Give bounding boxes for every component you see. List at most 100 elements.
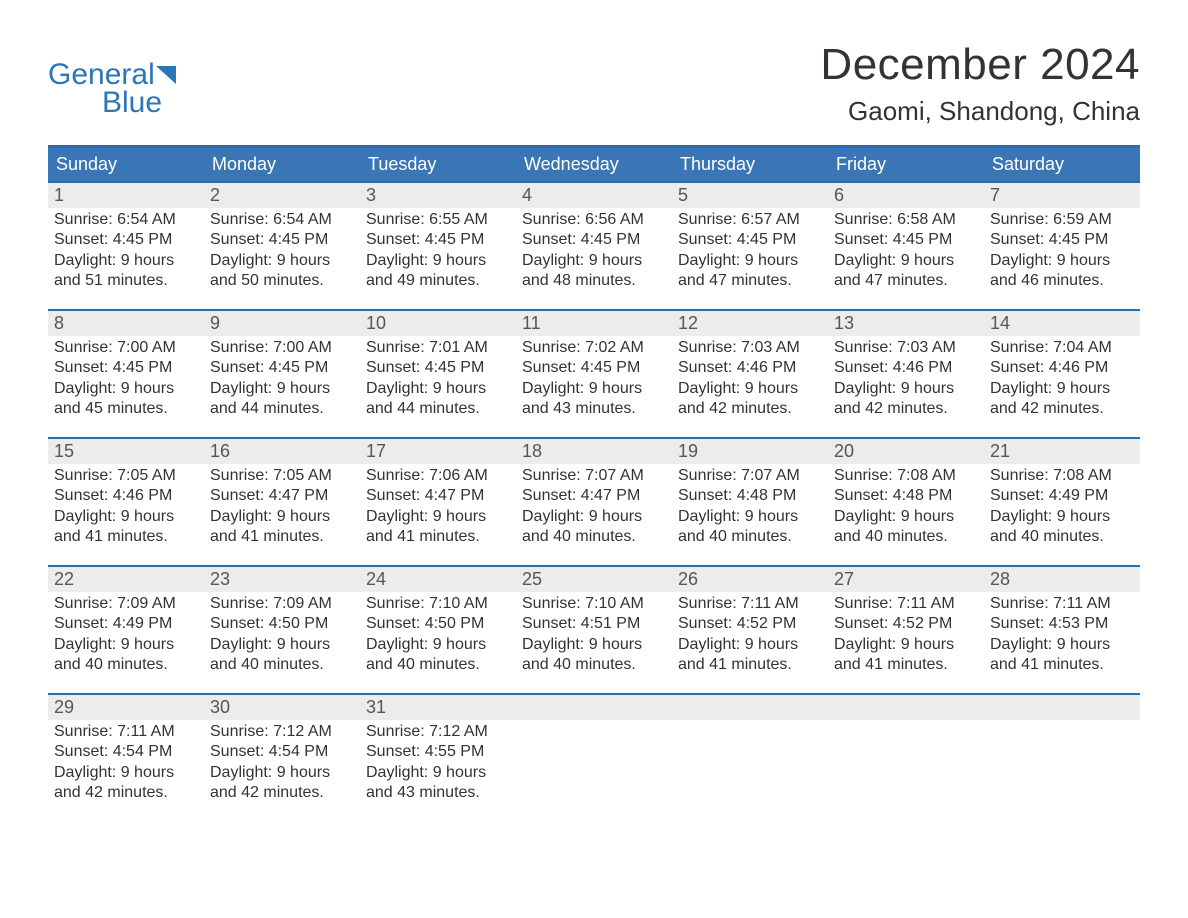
day-details: Sunrise: 7:02 AMSunset: 4:45 PMDaylight:… [516, 336, 672, 424]
brand-logo: General Blue [48, 40, 208, 118]
day-number: 6 [828, 183, 984, 208]
sunset-line: Sunset: 4:45 PM [366, 230, 510, 250]
calendar-day-cell: 31Sunrise: 7:12 AMSunset: 4:55 PMDayligh… [360, 695, 516, 813]
calendar-header-cell: Sunday [48, 148, 204, 181]
daylight-line-1: Daylight: 9 hours [834, 635, 978, 655]
daylight-line-1: Daylight: 9 hours [834, 507, 978, 527]
day-details: Sunrise: 6:54 AMSunset: 4:45 PMDaylight:… [48, 208, 204, 296]
sunrise-line: Sunrise: 7:08 AM [834, 466, 978, 486]
calendar-day-cell: 23Sunrise: 7:09 AMSunset: 4:50 PMDayligh… [204, 567, 360, 685]
daylight-line-1: Daylight: 9 hours [210, 635, 354, 655]
sunrise-line: Sunrise: 7:03 AM [678, 338, 822, 358]
day-number [828, 695, 984, 720]
daylight-line-1: Daylight: 9 hours [990, 379, 1134, 399]
sunset-line: Sunset: 4:54 PM [210, 742, 354, 762]
day-details: Sunrise: 7:00 AMSunset: 4:45 PMDaylight:… [48, 336, 204, 424]
calendar-week-row: 1Sunrise: 6:54 AMSunset: 4:45 PMDaylight… [48, 181, 1140, 301]
day-details: Sunrise: 7:00 AMSunset: 4:45 PMDaylight:… [204, 336, 360, 424]
calendar-day-cell [828, 695, 984, 813]
sunset-line: Sunset: 4:45 PM [834, 230, 978, 250]
daylight-line-1: Daylight: 9 hours [210, 379, 354, 399]
daylight-line-1: Daylight: 9 hours [54, 763, 198, 783]
day-number: 17 [360, 439, 516, 464]
sunrise-line: Sunrise: 6:54 AM [210, 210, 354, 230]
daylight-line-2: and 47 minutes. [678, 271, 822, 291]
sunset-line: Sunset: 4:45 PM [366, 358, 510, 378]
day-details: Sunrise: 6:57 AMSunset: 4:45 PMDaylight:… [672, 208, 828, 296]
day-number: 16 [204, 439, 360, 464]
calendar-day-cell: 30Sunrise: 7:12 AMSunset: 4:54 PMDayligh… [204, 695, 360, 813]
sunrise-line: Sunrise: 7:07 AM [522, 466, 666, 486]
top-bar: General Blue December 2024 Gaomi, Shando… [48, 40, 1140, 127]
daylight-line-2: and 44 minutes. [366, 399, 510, 419]
daylight-line-2: and 43 minutes. [522, 399, 666, 419]
day-number: 12 [672, 311, 828, 336]
calendar-day-cell: 16Sunrise: 7:05 AMSunset: 4:47 PMDayligh… [204, 439, 360, 557]
day-number: 7 [984, 183, 1140, 208]
sunset-line: Sunset: 4:45 PM [54, 358, 198, 378]
daylight-line-1: Daylight: 9 hours [522, 635, 666, 655]
day-details: Sunrise: 7:10 AMSunset: 4:50 PMDaylight:… [360, 592, 516, 680]
calendar-day-cell: 12Sunrise: 7:03 AMSunset: 4:46 PMDayligh… [672, 311, 828, 429]
generalblue-logo-icon: General Blue [48, 58, 208, 118]
daylight-line-1: Daylight: 9 hours [210, 507, 354, 527]
daylight-line-2: and 40 minutes. [54, 655, 198, 675]
day-details: Sunrise: 6:56 AMSunset: 4:45 PMDaylight:… [516, 208, 672, 296]
calendar-day-cell: 21Sunrise: 7:08 AMSunset: 4:49 PMDayligh… [984, 439, 1140, 557]
sunset-line: Sunset: 4:50 PM [366, 614, 510, 634]
day-number: 28 [984, 567, 1140, 592]
day-details: Sunrise: 7:04 AMSunset: 4:46 PMDaylight:… [984, 336, 1140, 424]
daylight-line-1: Daylight: 9 hours [366, 635, 510, 655]
daylight-line-1: Daylight: 9 hours [366, 507, 510, 527]
day-number: 13 [828, 311, 984, 336]
sunset-line: Sunset: 4:54 PM [54, 742, 198, 762]
day-details: Sunrise: 6:59 AMSunset: 4:45 PMDaylight:… [984, 208, 1140, 296]
daylight-line-1: Daylight: 9 hours [54, 251, 198, 271]
daylight-line-1: Daylight: 9 hours [522, 251, 666, 271]
day-details: Sunrise: 7:05 AMSunset: 4:47 PMDaylight:… [204, 464, 360, 552]
day-details: Sunrise: 7:01 AMSunset: 4:45 PMDaylight:… [360, 336, 516, 424]
calendar-day-cell: 20Sunrise: 7:08 AMSunset: 4:48 PMDayligh… [828, 439, 984, 557]
calendar-day-cell: 4Sunrise: 6:56 AMSunset: 4:45 PMDaylight… [516, 183, 672, 301]
calendar-day-cell: 8Sunrise: 7:00 AMSunset: 4:45 PMDaylight… [48, 311, 204, 429]
calendar-day-cell: 13Sunrise: 7:03 AMSunset: 4:46 PMDayligh… [828, 311, 984, 429]
daylight-line-2: and 42 minutes. [678, 399, 822, 419]
sunrise-line: Sunrise: 7:11 AM [834, 594, 978, 614]
daylight-line-1: Daylight: 9 hours [990, 507, 1134, 527]
sunrise-line: Sunrise: 7:02 AM [522, 338, 666, 358]
calendar-week-row: 29Sunrise: 7:11 AMSunset: 4:54 PMDayligh… [48, 693, 1140, 813]
calendar-header-cell: Friday [828, 148, 984, 181]
day-number: 19 [672, 439, 828, 464]
day-details: Sunrise: 7:09 AMSunset: 4:50 PMDaylight:… [204, 592, 360, 680]
calendar-day-cell: 3Sunrise: 6:55 AMSunset: 4:45 PMDaylight… [360, 183, 516, 301]
daylight-line-2: and 41 minutes. [54, 527, 198, 547]
sunset-line: Sunset: 4:52 PM [834, 614, 978, 634]
daylight-line-2: and 51 minutes. [54, 271, 198, 291]
calendar-day-cell: 14Sunrise: 7:04 AMSunset: 4:46 PMDayligh… [984, 311, 1140, 429]
sunrise-line: Sunrise: 6:58 AM [834, 210, 978, 230]
calendar-day-cell: 11Sunrise: 7:02 AMSunset: 4:45 PMDayligh… [516, 311, 672, 429]
daylight-line-2: and 49 minutes. [366, 271, 510, 291]
day-details: Sunrise: 7:07 AMSunset: 4:48 PMDaylight:… [672, 464, 828, 552]
calendar-day-cell: 9Sunrise: 7:00 AMSunset: 4:45 PMDaylight… [204, 311, 360, 429]
day-details: Sunrise: 7:12 AMSunset: 4:54 PMDaylight:… [204, 720, 360, 808]
daylight-line-2: and 45 minutes. [54, 399, 198, 419]
daylight-line-1: Daylight: 9 hours [366, 379, 510, 399]
calendar-header-cell: Monday [204, 148, 360, 181]
day-number: 25 [516, 567, 672, 592]
sunrise-line: Sunrise: 7:11 AM [990, 594, 1134, 614]
sunset-line: Sunset: 4:45 PM [522, 358, 666, 378]
sunrise-line: Sunrise: 7:12 AM [210, 722, 354, 742]
sunset-line: Sunset: 4:45 PM [210, 230, 354, 250]
day-details: Sunrise: 7:11 AMSunset: 4:52 PMDaylight:… [672, 592, 828, 680]
sunset-line: Sunset: 4:47 PM [366, 486, 510, 506]
day-number: 22 [48, 567, 204, 592]
day-number: 8 [48, 311, 204, 336]
sunset-line: Sunset: 4:55 PM [366, 742, 510, 762]
day-number: 1 [48, 183, 204, 208]
calendar-day-cell: 5Sunrise: 6:57 AMSunset: 4:45 PMDaylight… [672, 183, 828, 301]
daylight-line-2: and 48 minutes. [522, 271, 666, 291]
daylight-line-1: Daylight: 9 hours [990, 251, 1134, 271]
sunrise-line: Sunrise: 7:09 AM [54, 594, 198, 614]
calendar-day-cell: 29Sunrise: 7:11 AMSunset: 4:54 PMDayligh… [48, 695, 204, 813]
